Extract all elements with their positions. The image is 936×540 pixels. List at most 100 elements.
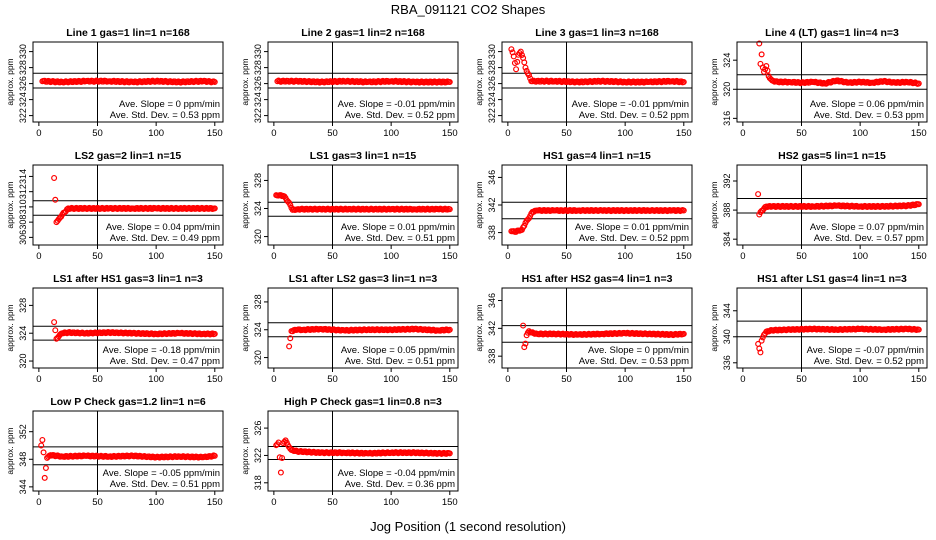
x-tick-label: 0 bbox=[271, 374, 276, 385]
data-points bbox=[520, 322, 687, 351]
panel-13: Low P Check gas=1.2 lin=1 n=6 0 50 100 150 34… bbox=[5, 396, 224, 508]
data-point bbox=[915, 201, 922, 208]
x-tick-label: 50 bbox=[561, 251, 572, 262]
y-tick-label: 326 bbox=[253, 76, 263, 91]
data-point bbox=[764, 67, 771, 74]
data-point bbox=[287, 202, 294, 209]
slope-annotation: Ave. Slope = -0.07 ppm/min bbox=[807, 345, 924, 356]
x-tick-label: 100 bbox=[852, 374, 868, 385]
y-tick-label: 324 bbox=[253, 201, 263, 216]
std-dev-annotation: Ave. Std. Dev. = 0.57 ppm bbox=[814, 233, 924, 244]
plot-frame bbox=[267, 287, 459, 369]
y-tick-label: 346 bbox=[487, 170, 497, 185]
panel-7: HS1 gas=4 lin=1 n=15 0 50 100 150 338 342 346ap… bbox=[474, 150, 693, 262]
y-tick-label: 328 bbox=[253, 60, 263, 75]
data-point bbox=[522, 340, 529, 347]
data-points bbox=[51, 174, 218, 226]
plot-frame bbox=[736, 287, 928, 369]
data-point bbox=[525, 72, 532, 79]
y-tick-label: 346 bbox=[487, 293, 497, 308]
data-point bbox=[211, 78, 218, 85]
x-tick-label: 150 bbox=[442, 374, 458, 385]
x-tick-label: 100 bbox=[148, 497, 164, 508]
y-tick-label: 324 bbox=[253, 322, 263, 337]
y-tick-label: 342 bbox=[487, 321, 497, 336]
data-point bbox=[51, 319, 58, 326]
x-tick-label: 150 bbox=[207, 251, 223, 262]
x-tick-label: 0 bbox=[271, 251, 276, 262]
y-axis-label: approx. ppm bbox=[474, 304, 484, 351]
data-points bbox=[756, 40, 922, 87]
x-tick-label: 150 bbox=[207, 374, 223, 385]
slope-annotation: Ave. Slope = -0.01 ppm/min bbox=[572, 99, 689, 110]
y-tick-label: 316 bbox=[722, 111, 732, 126]
x-tick-label: 100 bbox=[617, 128, 633, 139]
plot-frame bbox=[267, 41, 459, 123]
x-tick-label: 100 bbox=[852, 251, 868, 262]
data-point bbox=[756, 40, 763, 47]
data-point bbox=[287, 335, 294, 342]
data-point bbox=[211, 452, 218, 459]
data-points bbox=[51, 319, 218, 342]
panel-5: LS2 gas=2 lin=1 n=150 50 100 15030630831031… bbox=[5, 150, 224, 262]
plot-frame bbox=[32, 410, 224, 492]
plot-frame bbox=[736, 164, 928, 246]
data-point bbox=[521, 222, 528, 229]
data-point bbox=[522, 64, 529, 71]
x-tick-label: 0 bbox=[36, 128, 41, 139]
x-tick-label: 100 bbox=[383, 128, 399, 139]
y-tick-label: 328 bbox=[253, 173, 263, 188]
y-tick-label: 320 bbox=[253, 229, 263, 244]
data-point bbox=[277, 469, 284, 476]
x-tick-label: 50 bbox=[796, 251, 807, 262]
y-axis-label: approx. ppm bbox=[709, 181, 719, 228]
data-points bbox=[755, 325, 922, 356]
data-point bbox=[521, 59, 528, 66]
std-dev-annotation: Ave. Std. Dev. = 0.52 ppm bbox=[814, 356, 924, 367]
panel-title: HS1 after LS1 gas=4 lin=1 n=3 bbox=[757, 273, 907, 285]
y-tick-label: 322 bbox=[487, 108, 497, 123]
y-tick-label: 352 bbox=[18, 424, 28, 439]
y-tick-label: 310 bbox=[18, 199, 28, 214]
panel-title: LS2 gas=2 lin=1 n=15 bbox=[75, 150, 182, 162]
data-point bbox=[758, 337, 765, 344]
panel-14: High P Check gas=1 lin=0.8 n=3 0 50 100 150 3… bbox=[240, 396, 459, 508]
y-axis-label: approx. ppm bbox=[240, 181, 250, 228]
data-points bbox=[274, 77, 453, 86]
data-point bbox=[680, 330, 687, 337]
y-tick-label: 320 bbox=[722, 82, 732, 97]
y-tick-label: 328 bbox=[487, 60, 497, 75]
x-tick-label: 150 bbox=[911, 128, 927, 139]
x-tick-label: 50 bbox=[92, 251, 103, 262]
std-dev-annotation: Ave. Std. Dev. = 0.51 ppm bbox=[345, 356, 455, 367]
data-point bbox=[758, 51, 765, 58]
y-axis-label: approx. ppm bbox=[5, 427, 15, 474]
data-point bbox=[680, 207, 687, 214]
std-dev-annotation: Ave. Std. Dev. = 0.47 ppm bbox=[110, 356, 220, 367]
panel-title: HS1 after HS2 gas=4 lin=1 n=3 bbox=[522, 273, 673, 285]
x-tick-label: 0 bbox=[271, 497, 276, 508]
data-point bbox=[680, 78, 687, 85]
plot-frame bbox=[267, 410, 459, 492]
slope-annotation: Ave. Slope = 0.01 ppm/min bbox=[575, 222, 689, 233]
y-tick-label: 312 bbox=[18, 184, 28, 199]
panel-10: LS1 after LS2 gas=3 lin=1 n=3 0 50 100 150 32… bbox=[240, 273, 459, 385]
x-tick-label: 150 bbox=[442, 251, 458, 262]
y-tick-label: 322 bbox=[18, 108, 28, 123]
y-tick-label: 306 bbox=[18, 230, 28, 245]
std-dev-annotation: Ave. Std. Dev. = 0.53 ppm bbox=[579, 356, 689, 367]
x-tick-label: 0 bbox=[271, 128, 276, 139]
y-tick-label: 324 bbox=[18, 92, 28, 107]
data-point bbox=[279, 454, 286, 461]
x-tick-label: 100 bbox=[148, 374, 164, 385]
y-tick-label: 348 bbox=[18, 452, 28, 467]
y-tick-label: 330 bbox=[253, 44, 263, 59]
data-points bbox=[755, 191, 922, 218]
y-tick-label: 342 bbox=[487, 197, 497, 212]
panel-title: LS1 gas=3 lin=1 n=15 bbox=[310, 150, 417, 162]
x-tick-label: 150 bbox=[207, 128, 223, 139]
panel-4: Line 4 (LT) gas=1 lin=4 n=3 0 50 100 150 316 3… bbox=[709, 27, 928, 139]
